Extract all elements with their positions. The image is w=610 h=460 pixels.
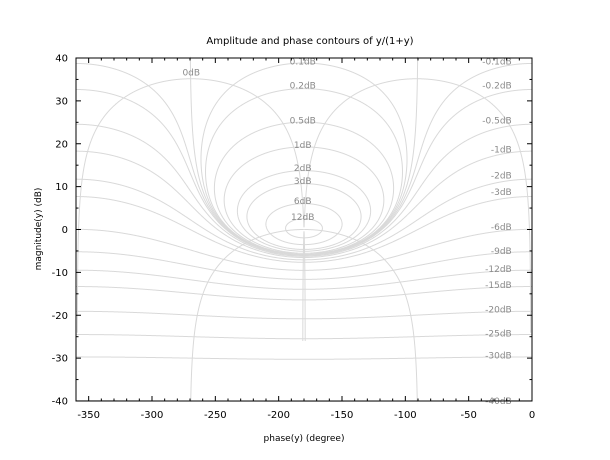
contour-label: -12dB xyxy=(485,265,512,275)
plot-frame xyxy=(75,57,533,402)
contour-label: 0.5dB xyxy=(290,117,316,127)
x-tick-label: -200 xyxy=(267,410,290,421)
phase-contour xyxy=(303,78,475,228)
magnitude-contour xyxy=(76,251,532,280)
axis-ticks: -350 -300 -250 -200 -150 -100 -50 0 40 30 20 10 0 -10… xyxy=(52,54,536,422)
contour-label: 0.1dB xyxy=(290,57,316,67)
y-tick-label: 10 xyxy=(55,182,68,193)
contour-label: -9dB xyxy=(491,247,512,257)
magnitude-contour xyxy=(76,286,532,301)
x-tick-label: -250 xyxy=(204,410,227,421)
magnitude-contour xyxy=(76,334,532,340)
contour-label: 2dB xyxy=(294,164,312,174)
magnitude-contour xyxy=(76,150,532,259)
contour-label: -6dB xyxy=(491,223,512,233)
y-axis-label: magnitude(y) (dB) xyxy=(34,188,44,271)
y-tick-label: 30 xyxy=(55,96,68,107)
magnitude-contour xyxy=(246,183,362,250)
phase-contour xyxy=(304,229,418,402)
y-tick-label: 0 xyxy=(62,225,68,236)
contour-label: 3dB xyxy=(294,177,312,187)
x-tick-label: -350 xyxy=(77,410,100,421)
contour-label: 12dB xyxy=(291,213,314,223)
contour-label: -30dB xyxy=(485,352,512,362)
contour-label: -2dB xyxy=(491,171,512,181)
y-tick-label: -40 xyxy=(52,397,68,408)
y-tick-label: -20 xyxy=(52,311,68,322)
magnitude-contour xyxy=(76,356,532,360)
contour-label: -20dB xyxy=(485,306,512,316)
magnitude-contour xyxy=(200,62,408,256)
contour-lines xyxy=(76,56,532,402)
contour-labels: 0dB 0.1dB 0.2dB 0.5dB 1dB 2dB 3dB 6dB 12dB -0.1dB… xyxy=(182,57,511,407)
magnitude-contour xyxy=(76,310,532,320)
y-tick-label: -10 xyxy=(52,268,68,279)
x-tick-label: 0 xyxy=(529,410,535,421)
y-tick-label: 40 xyxy=(55,54,68,65)
magnitude-contour xyxy=(76,88,532,257)
chart-title: Amplitude and phase contours of y/(1+y) xyxy=(206,36,413,47)
magnitude-contour xyxy=(265,203,343,246)
phase-contour xyxy=(133,78,305,228)
phase-contour xyxy=(474,91,532,333)
contour-label: 0dB xyxy=(182,69,200,79)
contour-label: -15dB xyxy=(485,281,512,291)
y-tick-label: 20 xyxy=(55,139,68,150)
phase-contour xyxy=(302,231,305,342)
magnitude-contour xyxy=(236,170,372,252)
contour-label: -0.5dB xyxy=(482,117,511,127)
magnitude-contour xyxy=(76,123,532,257)
phase-contour xyxy=(303,231,306,342)
contour-label: 0.2dB xyxy=(290,81,316,91)
contour-label: -25dB xyxy=(485,329,512,339)
magnitude-contour xyxy=(76,269,532,290)
magnitude-contour xyxy=(189,56,419,256)
contour-label: 6dB xyxy=(294,197,312,207)
magnitude-contour xyxy=(213,121,395,255)
y-tick-label: -30 xyxy=(52,354,68,365)
contour-label: -3dB xyxy=(491,188,512,198)
phase-contour xyxy=(190,229,304,402)
x-tick-label: -150 xyxy=(331,410,354,421)
x-tick-label: -300 xyxy=(141,410,164,421)
phase-contour xyxy=(76,91,134,333)
magnitude-contour xyxy=(223,146,385,254)
contour-label: -0.1dB xyxy=(482,57,511,67)
magnitude-contour xyxy=(205,88,403,256)
x-axis-label: phase(y) (degree) xyxy=(264,434,345,444)
contour-label: 1dB xyxy=(294,141,312,151)
x-tick-label: -50 xyxy=(460,410,476,421)
contour-label: -0.2dB xyxy=(482,81,511,91)
contour-label: -1dB xyxy=(491,145,512,155)
contour-label: -40dB xyxy=(485,397,512,407)
x-tick-label: -100 xyxy=(394,410,417,421)
